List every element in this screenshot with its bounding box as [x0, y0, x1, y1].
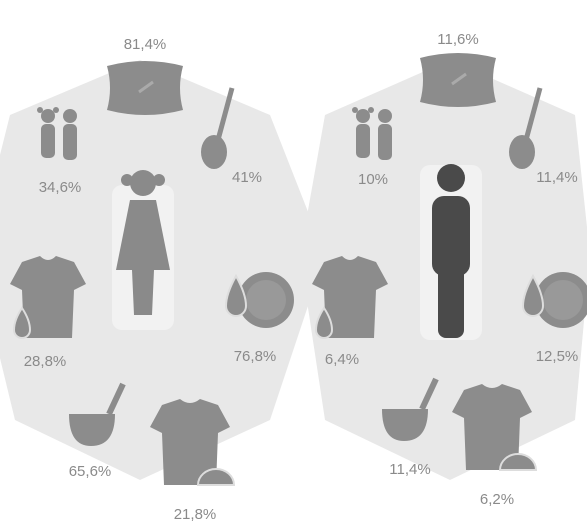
- percent-label: 81,4%: [124, 36, 167, 53]
- percent-label: 34,6%: [39, 179, 82, 196]
- icon-pillow: [420, 53, 496, 107]
- percent-label: 10%: [358, 171, 388, 188]
- percent-label: 11,6%: [437, 31, 478, 48]
- percent-label: 28,8%: [24, 353, 67, 370]
- percent-label: 6,4%: [325, 351, 359, 368]
- percent-label: 11,4%: [389, 461, 430, 478]
- icon-pillow: [107, 61, 183, 115]
- infographic: 81,4% 41% 76,8% 21,8% 65,6% 28,8% 34,6% 11,6% 11…: [0, 0, 587, 526]
- percent-label: 21,8%: [174, 506, 217, 523]
- percent-label: 76,8%: [234, 348, 277, 365]
- percent-label: 6,2%: [480, 491, 514, 508]
- percent-label: 65,6%: [69, 463, 112, 480]
- percent-label: 41%: [232, 169, 262, 186]
- percent-label: 11,4%: [536, 169, 577, 186]
- percent-label: 12,5%: [536, 348, 579, 365]
